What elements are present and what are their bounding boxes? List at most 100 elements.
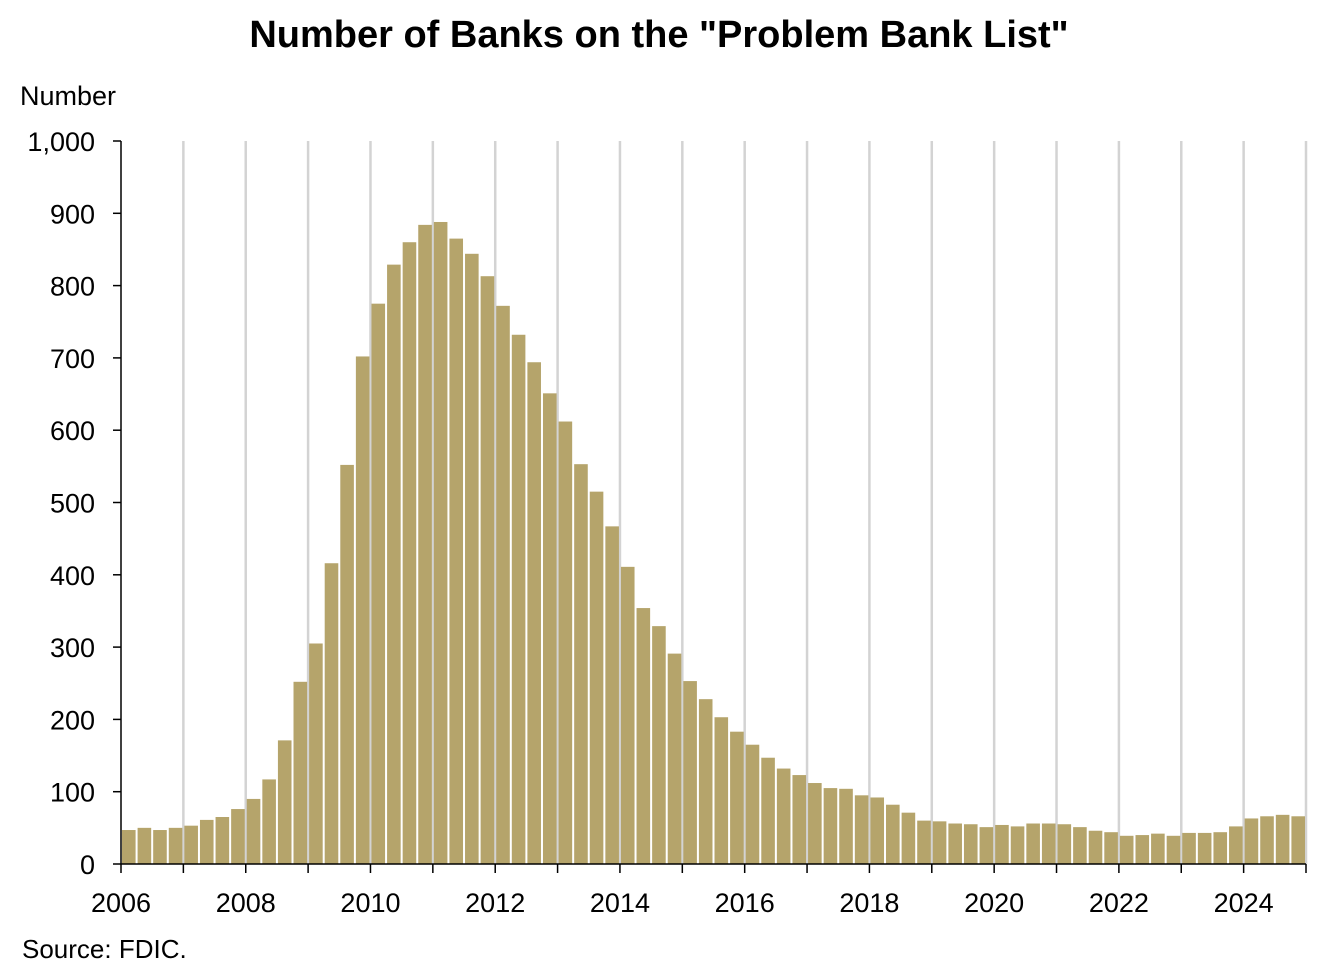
bar-2016Q4 — [792, 775, 807, 864]
bar-2013Q2 — [574, 464, 588, 864]
x-tick-label-2020: 2020 — [964, 888, 1024, 918]
bar-2020Q3 — [1026, 823, 1040, 864]
bar-2009Q2 — [324, 563, 339, 864]
x-tick-label-2018: 2018 — [839, 888, 899, 918]
x-tick-label-2024: 2024 — [1214, 888, 1274, 918]
bar-2012Q2 — [511, 334, 526, 864]
bar-2011Q1 — [433, 221, 448, 865]
bar-2018Q2 — [886, 804, 900, 864]
x-tick-label-2012: 2012 — [465, 888, 525, 918]
bar-2021Q3 — [1088, 830, 1103, 864]
gridlines — [182, 141, 1308, 864]
bar-2013Q4 — [605, 526, 619, 864]
x-tick-label-2022: 2022 — [1089, 888, 1149, 918]
bar-2006Q2 — [137, 827, 152, 864]
bar-2007Q3 — [215, 817, 230, 864]
y-tick-label-500: 500 — [50, 489, 95, 519]
bar-2017Q2 — [823, 788, 838, 864]
bar-2012Q4 — [542, 393, 557, 864]
bar-2007Q2 — [199, 819, 214, 864]
bar-2017Q3 — [839, 788, 853, 864]
bar-2019Q4 — [979, 827, 994, 864]
bar-2008Q1 — [246, 798, 261, 864]
bar-2022Q2 — [1135, 835, 1150, 864]
bar-2010Q3 — [402, 242, 417, 865]
axes: 0 100 200 300 400 500 600 700 800 900 1,000 2006 200… — [27, 127, 1307, 918]
x-tick-label-2010: 2010 — [340, 888, 400, 918]
bar-2024Q3 — [1275, 814, 1290, 864]
x-tick-label-2014: 2014 — [590, 888, 650, 918]
bar-2015Q2 — [698, 699, 713, 864]
bar-2009Q4 — [355, 356, 370, 864]
chart-title: Number of Banks on the "Problem Bank Lis… — [249, 14, 1069, 56]
bar-2022Q1 — [1119, 835, 1134, 864]
bar-2022Q3 — [1151, 833, 1165, 864]
y-tick-label-400: 400 — [50, 561, 95, 591]
bar-2019Q3 — [963, 824, 978, 864]
bar-2009Q3 — [340, 464, 354, 864]
bar-2015Q3 — [714, 717, 729, 864]
bar-2020Q4 — [1041, 823, 1056, 864]
bars — [122, 221, 1305, 865]
bar-2024Q4 — [1291, 816, 1305, 864]
bar-2021Q2 — [1073, 827, 1087, 864]
bar-2018Q1 — [870, 797, 885, 864]
bar-2020Q1 — [995, 824, 1009, 864]
bar-2019Q2 — [948, 823, 962, 864]
y-tick-label-700: 700 — [50, 344, 95, 374]
bar-2011Q4 — [480, 276, 495, 864]
bar-2006Q1 — [122, 830, 136, 864]
bar-2016Q1 — [745, 744, 760, 864]
bar-2013Q1 — [558, 421, 573, 864]
bar-2014Q4 — [667, 653, 682, 864]
y-tick-label-1000: 1,000 — [27, 127, 95, 157]
bar-2010Q4 — [418, 224, 432, 864]
source-note: Source: FDIC. — [22, 934, 187, 964]
bar-2012Q1 — [496, 305, 510, 865]
bar-2022Q4 — [1166, 835, 1181, 864]
y-tick-label-300: 300 — [50, 633, 95, 663]
bar-2015Q4 — [730, 731, 744, 864]
bar-2010Q2 — [387, 264, 401, 864]
bar-2015Q1 — [683, 681, 697, 864]
bar-2016Q2 — [761, 757, 775, 864]
bar-2020Q2 — [1010, 826, 1025, 864]
bar-2018Q4 — [917, 820, 931, 864]
bar-2016Q3 — [776, 768, 791, 864]
y-tick-label-900: 900 — [50, 199, 95, 229]
bar-2006Q3 — [153, 830, 167, 864]
bar-2023Q1 — [1182, 832, 1196, 864]
bar-2018Q3 — [901, 812, 916, 864]
bar-2014Q2 — [636, 608, 651, 864]
bar-2012Q3 — [527, 362, 541, 864]
bar-2019Q1 — [932, 821, 947, 864]
x-tick-label-2016: 2016 — [715, 888, 775, 918]
bar-2009Q1 — [309, 643, 323, 864]
bar-2024Q1 — [1244, 818, 1259, 864]
bar-2007Q1 — [184, 825, 198, 864]
y-tick-label-600: 600 — [50, 416, 95, 446]
bar-2006Q4 — [168, 827, 183, 864]
y-tick-label-800: 800 — [50, 272, 95, 302]
bar-2021Q4 — [1104, 832, 1118, 864]
bar-2023Q4 — [1229, 826, 1243, 864]
bar-2011Q2 — [449, 238, 464, 865]
bar-2024Q2 — [1260, 816, 1274, 864]
y-axis-title: Number — [20, 81, 116, 111]
bar-2017Q4 — [854, 795, 869, 864]
bar-2008Q3 — [277, 740, 292, 864]
y-tick-label-0: 0 — [80, 850, 95, 880]
bar-2014Q3 — [652, 626, 666, 864]
bar-2008Q4 — [293, 681, 308, 864]
bar-2010Q1 — [371, 303, 386, 864]
bar-2008Q2 — [262, 779, 276, 864]
y-tick-label-200: 200 — [50, 705, 95, 735]
bar-2017Q1 — [808, 783, 822, 864]
bar-2023Q2 — [1197, 832, 1212, 864]
bar-2021Q1 — [1057, 824, 1072, 864]
x-tick-label-2008: 2008 — [216, 888, 276, 918]
bar-2007Q4 — [231, 809, 245, 864]
bar-2014Q1 — [620, 566, 635, 864]
bar-2011Q3 — [465, 253, 479, 865]
